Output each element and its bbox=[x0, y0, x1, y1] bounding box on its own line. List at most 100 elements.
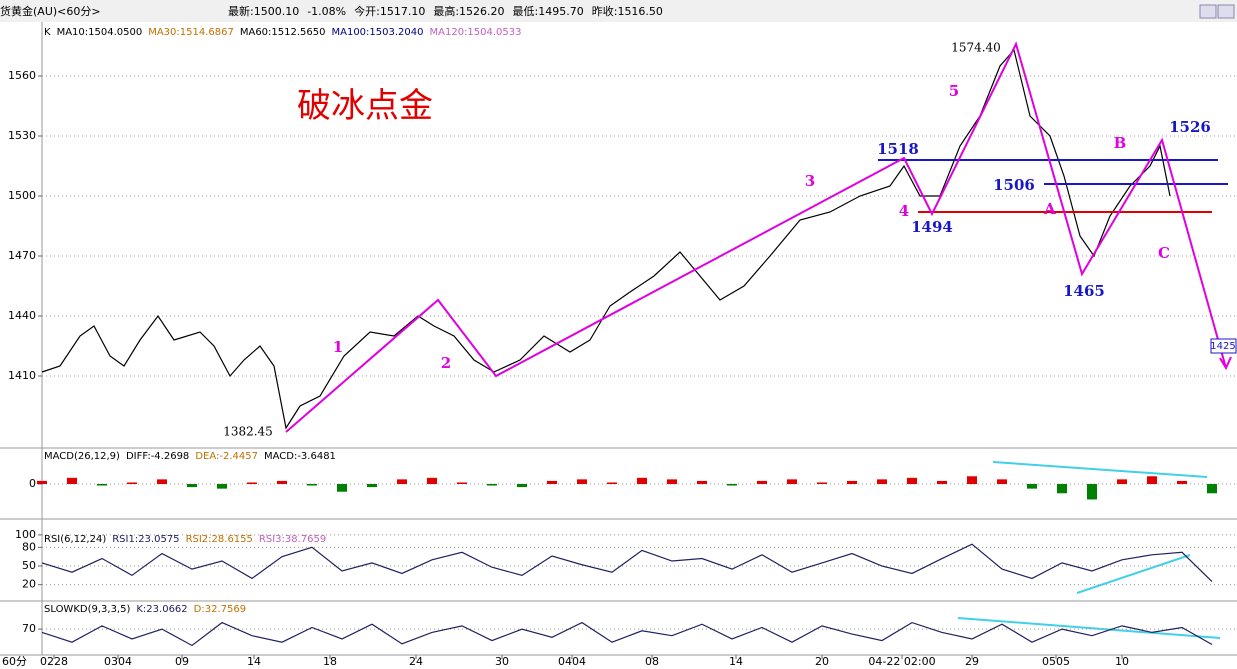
y-tick-label: 70 bbox=[22, 622, 36, 635]
trend-line bbox=[1076, 554, 1191, 594]
legend-entry: SLOWKD(9,3,3,5) bbox=[44, 604, 130, 615]
x-tick-label: 30 bbox=[495, 655, 509, 668]
x-tick-label: 04-22 02:00 bbox=[868, 655, 935, 668]
quote: 昨收:1516.50 bbox=[592, 4, 663, 18]
trend-line bbox=[992, 461, 1208, 478]
chart-title: 破冰点金 bbox=[297, 86, 433, 126]
legend-entry: D:32.7569 bbox=[194, 604, 246, 615]
arrow-head bbox=[1219, 356, 1232, 371]
macd-bar bbox=[1207, 484, 1217, 494]
macd-bar bbox=[1057, 484, 1067, 494]
x-tick-label: 20 bbox=[815, 655, 829, 668]
legend-entry: K bbox=[44, 27, 51, 38]
next-button[interactable] bbox=[1217, 4, 1235, 19]
prev-button[interactable] bbox=[1199, 4, 1217, 19]
macd-bar bbox=[427, 477, 437, 484]
annotation: 1382.45 bbox=[223, 425, 273, 439]
price-line bbox=[41, 48, 1171, 430]
legend-entry: MACD(26,12,9) bbox=[44, 451, 120, 462]
trend-line bbox=[957, 617, 1221, 639]
macd-bar bbox=[217, 484, 227, 489]
macd-bar bbox=[457, 482, 467, 484]
x-tick-label: 24 bbox=[409, 655, 423, 668]
macd-bar bbox=[1117, 479, 1127, 484]
annotation: 1465 bbox=[1063, 282, 1105, 300]
macd-bar bbox=[1147, 476, 1157, 484]
legend-entry: MA60:1512.5650 bbox=[240, 27, 326, 38]
macd-bar bbox=[697, 480, 707, 484]
legend-entry: DIFF:-4.2698 bbox=[126, 451, 189, 462]
price-line bbox=[41, 543, 1213, 582]
macd-bar bbox=[397, 479, 407, 484]
y-tick-label: 1530 bbox=[8, 129, 36, 142]
quote: 最低:1495.70 bbox=[513, 5, 584, 18]
price-tag: 1425 bbox=[1210, 341, 1235, 352]
quote: 今开:1517.10 bbox=[354, 4, 425, 18]
macd-bar bbox=[187, 484, 197, 488]
y-tick-label: 1500 bbox=[8, 189, 36, 202]
x-tick-label: 29 bbox=[965, 655, 979, 668]
x-tick-label: 08 bbox=[645, 655, 659, 668]
symbol: 货黄金(AU)<60分> bbox=[0, 4, 101, 18]
x-tick-label: 14 bbox=[729, 655, 743, 668]
x-tick-label: 14 bbox=[247, 655, 261, 668]
macd-bar bbox=[997, 479, 1007, 484]
annotation: 1494 bbox=[911, 218, 953, 236]
y-tick-label: 0 bbox=[29, 477, 36, 490]
legend-entry: MA10:1504.0500 bbox=[57, 27, 143, 38]
annotation: B bbox=[1114, 134, 1127, 152]
annotation: 1518 bbox=[877, 140, 919, 158]
annotation: 2 bbox=[441, 354, 451, 372]
macd-bar bbox=[817, 482, 827, 484]
x-tick-label: 0404 bbox=[558, 655, 586, 668]
annotation: C bbox=[1158, 244, 1170, 262]
y-tick-label: 50 bbox=[22, 559, 36, 572]
macd-bar bbox=[787, 479, 797, 484]
y-tick-label: 1410 bbox=[8, 369, 36, 382]
annotation: A bbox=[1043, 200, 1056, 218]
y-tick-label: 1560 bbox=[8, 69, 36, 82]
annotation: 3 bbox=[805, 172, 815, 190]
legend-entry: RSI2:28.6155 bbox=[186, 534, 253, 545]
legend-entry: RSI3:38.7659 bbox=[259, 534, 326, 545]
macd-bar bbox=[97, 484, 107, 486]
annotation: 4 bbox=[899, 202, 909, 220]
legend-entry: DEA:-2.4457 bbox=[195, 451, 258, 462]
legend-entry: RSI1:23.0575 bbox=[112, 534, 179, 545]
macd-bar bbox=[277, 480, 287, 484]
annotation: 1 bbox=[333, 338, 343, 356]
macd-bar bbox=[37, 480, 47, 484]
macd-bar bbox=[247, 482, 257, 484]
wave-line bbox=[285, 41, 1227, 433]
y-tick-label: 1470 bbox=[8, 249, 36, 262]
x-tick-label: 09 bbox=[175, 655, 189, 668]
x-unit: 60分 bbox=[2, 655, 27, 668]
macd-bar bbox=[157, 479, 167, 484]
legend-entry: RSI(6,12,24) bbox=[44, 534, 106, 545]
macd-bar bbox=[1087, 484, 1097, 500]
macd-bar bbox=[67, 477, 77, 484]
macd-bar bbox=[637, 477, 647, 484]
x-tick-label: 0304 bbox=[104, 655, 132, 668]
macd-bar bbox=[487, 484, 497, 486]
x-tick-label: 0228 bbox=[40, 655, 68, 668]
macd-bar bbox=[547, 480, 557, 484]
macd-bar bbox=[337, 484, 347, 492]
quote: -1.08% bbox=[307, 5, 346, 18]
y-tick-label: 20 bbox=[22, 578, 36, 591]
annotation: 5 bbox=[949, 82, 959, 100]
y-tick-label: 80 bbox=[22, 540, 36, 553]
macd-bar bbox=[607, 482, 617, 484]
macd-bar bbox=[577, 479, 587, 484]
macd-bar bbox=[367, 484, 377, 488]
macd-bar bbox=[127, 482, 137, 484]
annotation: 1506 bbox=[993, 176, 1035, 194]
macd-bar bbox=[847, 480, 857, 484]
legend-entry: MA30:1514.6867 bbox=[148, 27, 234, 38]
price-tag-box bbox=[1210, 338, 1237, 354]
macd-bar bbox=[877, 479, 887, 484]
macd-bar bbox=[307, 484, 317, 486]
y-tick-label: 100 bbox=[15, 528, 36, 541]
y-tick-label: 1440 bbox=[8, 309, 36, 322]
